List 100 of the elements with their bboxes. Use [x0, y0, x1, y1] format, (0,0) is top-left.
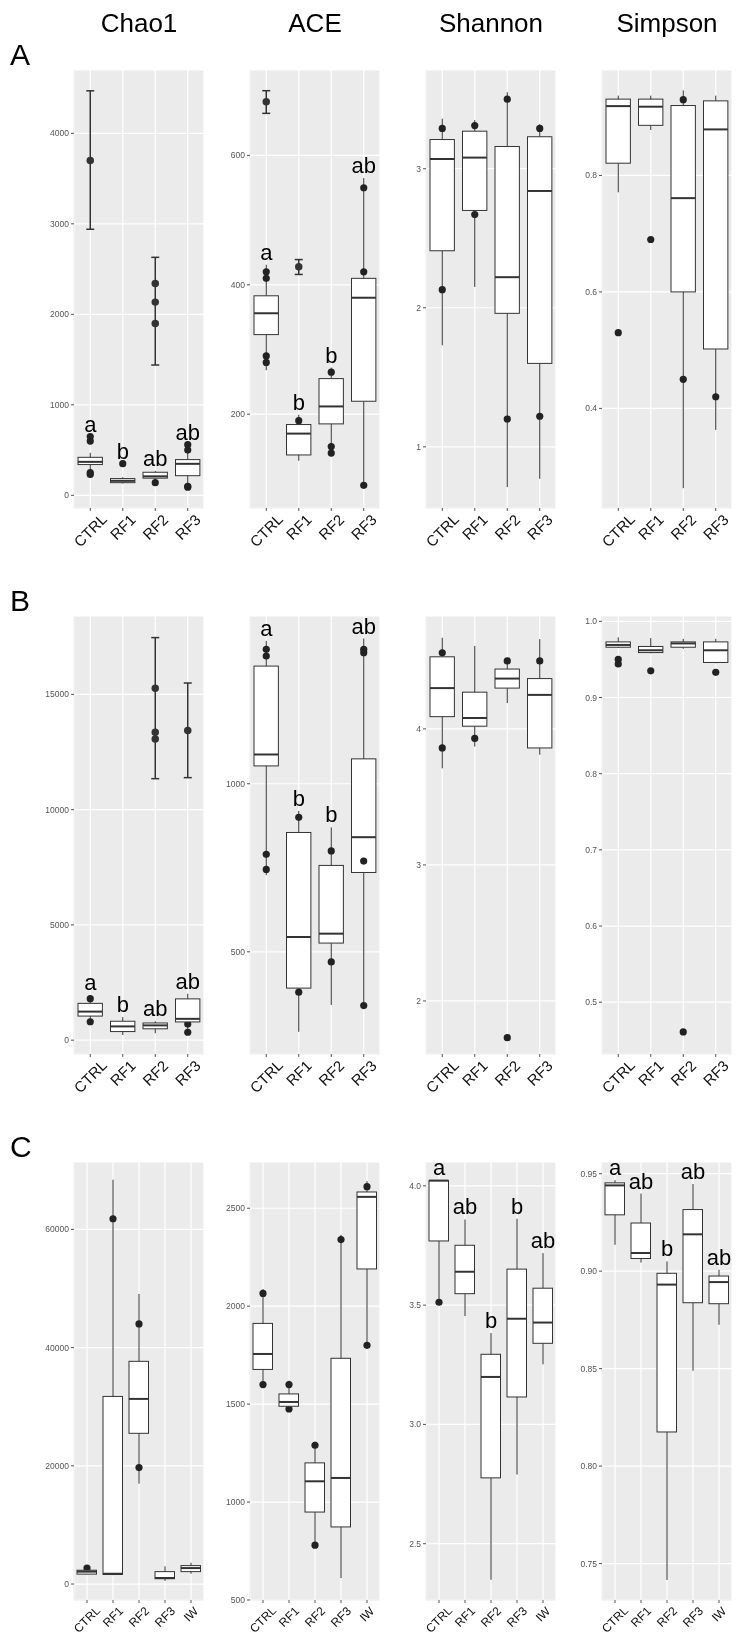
- x-tick-label: RF3: [504, 1603, 531, 1630]
- annotation: ab: [143, 996, 168, 1022]
- y-tick-label: 0.8: [585, 768, 598, 779]
- y-tick-label: 4000: [50, 128, 70, 139]
- y-tick-label: 5000: [50, 919, 70, 930]
- y-tick-label: 0.7: [585, 844, 598, 855]
- x-tick-label: RF2: [491, 1056, 524, 1089]
- x-tick-label: RF3: [680, 1603, 707, 1630]
- x-tick-label: IW: [532, 1603, 554, 1625]
- y-tick-label: 3.5: [409, 1300, 422, 1311]
- y-tick-label: 1000: [226, 778, 246, 789]
- x-tick-label: RF2: [315, 1056, 348, 1089]
- x-tick-label: RF2: [139, 1056, 172, 1089]
- annotation: a: [432, 1154, 446, 1180]
- annotation: ab: [628, 1168, 654, 1194]
- x-tick-label: RF1: [276, 1603, 303, 1630]
- x-tick-label: RF3: [699, 1056, 732, 1089]
- y-tick-label: 0.95: [580, 1168, 598, 1179]
- y-tick-label: 0.5: [585, 997, 598, 1008]
- x-tick-label: RF1: [100, 1603, 127, 1630]
- annotation: b: [325, 342, 338, 368]
- annotation: ab: [175, 419, 200, 445]
- x-tick-label: IW: [180, 1603, 202, 1625]
- x-tick-label: RF2: [491, 510, 524, 543]
- y-tick-label: 200: [230, 409, 246, 420]
- annotation: b: [292, 389, 305, 415]
- x-tick-label: IW: [356, 1603, 378, 1625]
- x-tick-label: RF2: [478, 1603, 505, 1630]
- chart-title: Chao1: [100, 8, 178, 38]
- x-tick-label: RF2: [126, 1603, 153, 1630]
- annotation: a: [84, 970, 98, 996]
- annotation: b: [116, 992, 129, 1018]
- x-tick-label: RF1: [628, 1603, 655, 1630]
- annotation: ab: [175, 968, 200, 994]
- annotation: b: [325, 802, 338, 828]
- y-tick-label: 0.75: [580, 1558, 598, 1569]
- text: A: [10, 38, 31, 72]
- y-tick-label: 1.0: [585, 616, 598, 627]
- y-tick-label: 2.5: [409, 1538, 422, 1549]
- y-tick-label: 0.90: [580, 1266, 598, 1277]
- x-tick-label: RF3: [152, 1603, 179, 1630]
- x-tick-label: RF2: [667, 1056, 700, 1089]
- y-tick-label: 3000: [50, 218, 70, 229]
- y-tick-label: 10000: [45, 804, 70, 815]
- x-tick-label: RF2: [139, 510, 172, 543]
- y-tick-label: 3.0: [409, 1419, 422, 1430]
- y-tick-label: 400: [230, 279, 246, 290]
- annotation: b: [116, 438, 129, 464]
- y-tick-label: 4: [416, 723, 422, 734]
- y-tick-label: 2000: [226, 1301, 246, 1312]
- y-tick-label: 4.0: [409, 1180, 422, 1191]
- annotation: ab: [706, 1244, 732, 1270]
- x-tick-label: RF3: [523, 510, 556, 543]
- x-tick-label: RF3: [699, 510, 732, 543]
- y-tick-label: 2: [416, 995, 422, 1006]
- y-tick-label: 500: [230, 946, 246, 957]
- x-tick-label: RF3: [347, 1056, 380, 1089]
- x-tick-label: RF3: [171, 510, 204, 543]
- x-tick-label: RF1: [452, 1603, 479, 1630]
- x-tick-label: RF3: [523, 1056, 556, 1089]
- y-tick-label: 3: [416, 163, 422, 174]
- y-tick-label: 20000: [45, 1460, 70, 1471]
- annotation: b: [510, 1193, 524, 1219]
- chart-title: ACE: [288, 8, 342, 38]
- x-tick-label: RF3: [171, 1056, 204, 1089]
- y-tick-label: 2: [416, 302, 422, 313]
- y-tick-label: 0.80: [580, 1461, 598, 1472]
- x-tick-label: RF3: [347, 510, 380, 543]
- y-tick-label: 0.4: [585, 403, 598, 414]
- text: B: [10, 584, 31, 618]
- y-tick-label: 0: [64, 1035, 70, 1046]
- annotation: ab: [351, 153, 376, 179]
- annotation: a: [260, 615, 274, 641]
- annotation: ab: [143, 445, 168, 471]
- y-tick-label: 0.9: [585, 692, 598, 703]
- y-tick-label: 60000: [45, 1224, 70, 1235]
- y-tick-label: 500: [230, 1595, 246, 1606]
- y-tick-label: 0: [64, 490, 70, 501]
- y-tick-label: 0.6: [585, 921, 598, 932]
- x-tick-label: RF2: [302, 1603, 329, 1630]
- text: C: [10, 1130, 32, 1164]
- annotation: a: [260, 239, 274, 265]
- y-tick-label: 1500: [226, 1399, 246, 1410]
- annotation: a: [84, 411, 98, 437]
- y-tick-label: 0.85: [580, 1363, 598, 1374]
- y-tick-label: 2000: [50, 309, 70, 320]
- chart-title: Shannon: [438, 8, 544, 38]
- y-tick-label: 2500: [226, 1203, 246, 1214]
- annotation: ab: [351, 613, 376, 639]
- annotation: b: [660, 1236, 674, 1262]
- y-tick-label: 40000: [45, 1342, 70, 1353]
- annotation: ab: [452, 1194, 478, 1220]
- chart-title: Simpson: [616, 8, 718, 38]
- y-tick-label: 1000: [226, 1497, 246, 1508]
- y-tick-label: 0.8: [585, 170, 598, 181]
- annotation: b: [292, 785, 305, 811]
- y-tick-label: 0.6: [585, 286, 598, 297]
- annotation: ab: [680, 1159, 706, 1185]
- y-tick-label: 3: [416, 859, 422, 870]
- x-tick-label: RF2: [667, 510, 700, 543]
